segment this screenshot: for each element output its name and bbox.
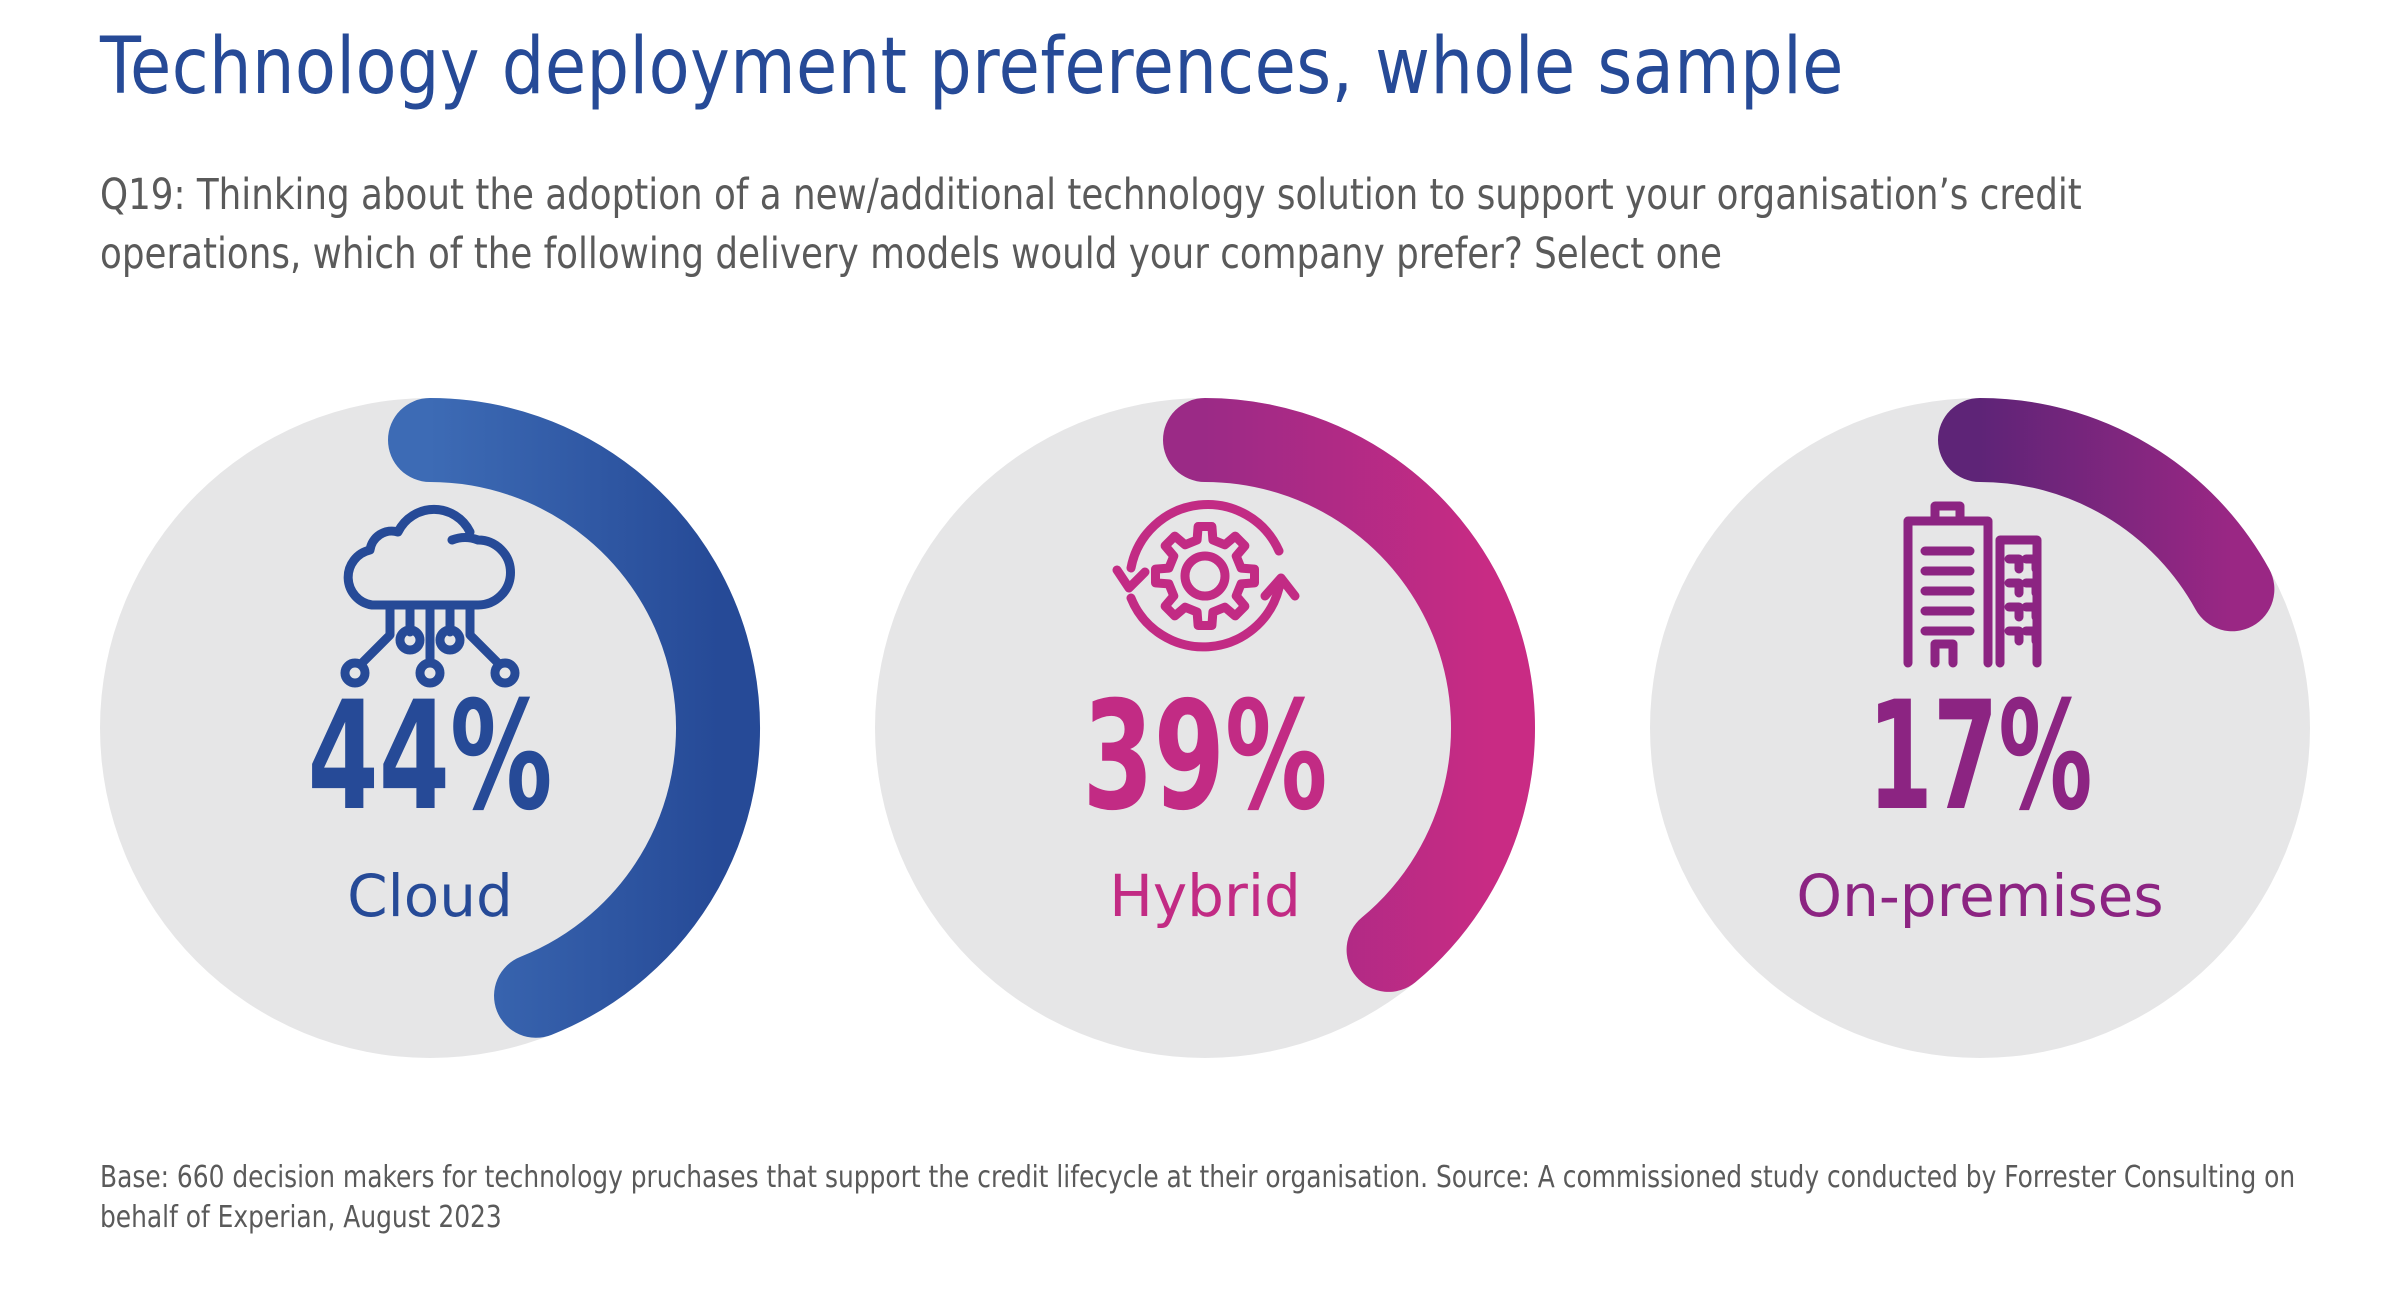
value-label: 39% <box>1083 670 1328 844</box>
value-label: 44% <box>308 670 553 844</box>
value-label: 17% <box>1868 670 2093 844</box>
track-circle <box>875 398 1535 1058</box>
track-circle <box>100 398 760 1058</box>
progress-arc <box>1163 398 1535 992</box>
category-label: Hybrid <box>1109 862 1301 930</box>
track-circle <box>1650 398 2310 1058</box>
category-label: On-premises <box>1796 862 2163 930</box>
cloud-network-icon <box>340 505 520 688</box>
office-buildings-icon <box>1903 501 2042 668</box>
radial-item-on-premises: 17% On-premises <box>1650 398 2310 1058</box>
progress-arc <box>388 398 760 1038</box>
gear-cycle-icon <box>1112 500 1300 652</box>
category-label: Cloud <box>347 862 513 930</box>
question-text: Q19: Thinking about the adoption of a ne… <box>100 170 2082 279</box>
radial-item-hybrid: 39% Hybrid <box>875 398 1535 1058</box>
radial-item-cloud: 44% Cloud <box>100 398 760 1058</box>
progress-arc <box>1938 398 2275 632</box>
chart-title: Technology deployment preferences, whole… <box>100 22 1844 112</box>
source-footnote: Base: 660 decision makers for technology… <box>100 1160 2296 1235</box>
